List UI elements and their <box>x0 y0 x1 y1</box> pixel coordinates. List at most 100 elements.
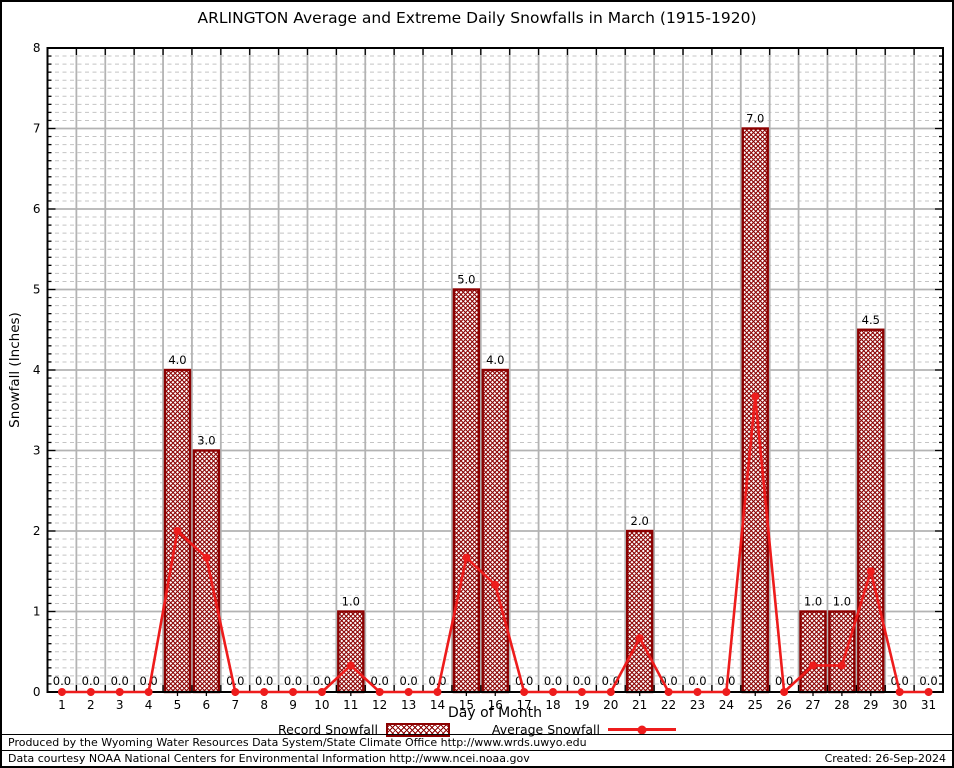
average-marker-day-10 <box>317 688 326 696</box>
average-marker-day-3 <box>115 688 124 696</box>
svg-text:6: 6 <box>33 202 41 216</box>
record-bar-day-5 <box>163 368 192 694</box>
svg-text:5: 5 <box>174 698 182 712</box>
svg-text:1.0: 1.0 <box>833 595 851 609</box>
svg-text:18: 18 <box>545 698 560 712</box>
gridlines-vertical <box>75 48 916 692</box>
record-bar-day-28 <box>828 610 856 694</box>
svg-text:0.0: 0.0 <box>399 674 417 688</box>
svg-text:13: 13 <box>401 698 416 712</box>
average-marker-day-2 <box>86 688 95 696</box>
svg-text:2.0: 2.0 <box>631 514 649 528</box>
record-bar-day-25 <box>741 127 769 694</box>
record-bar-day-15 <box>452 288 481 694</box>
average-marker-day-27 <box>809 661 818 670</box>
svg-text:21: 21 <box>632 698 647 712</box>
svg-text:4: 4 <box>145 698 153 712</box>
average-marker-day-18 <box>549 688 558 696</box>
svg-text:14: 14 <box>430 698 445 712</box>
svg-text:1.0: 1.0 <box>342 595 360 609</box>
record-bar-day-16 <box>481 368 509 694</box>
svg-text:22: 22 <box>661 698 676 712</box>
svg-text:6: 6 <box>203 698 211 712</box>
svg-text:9: 9 <box>289 698 297 712</box>
average-marker-day-29 <box>866 567 875 576</box>
svg-text:1: 1 <box>58 698 66 712</box>
svg-text:20: 20 <box>603 698 618 712</box>
svg-text:0.0: 0.0 <box>255 674 273 688</box>
average-marker-day-26 <box>780 688 789 696</box>
svg-text:31: 31 <box>921 698 936 712</box>
average-marker-day-21 <box>635 634 644 643</box>
average-marker-day-28 <box>837 661 846 670</box>
svg-text:0.0: 0.0 <box>139 674 157 688</box>
legend-item-record: Record Snowfall <box>278 722 450 737</box>
svg-text:0.0: 0.0 <box>428 674 446 688</box>
average-marker-day-8 <box>260 688 269 696</box>
average-marker-day-12 <box>375 688 384 696</box>
svg-text:1.0: 1.0 <box>804 595 822 609</box>
svg-text:0.0: 0.0 <box>688 674 706 688</box>
average-marker-day-13 <box>404 688 413 696</box>
footer-credit-noaa: Data courtesy NOAA National Centers for … <box>8 752 530 765</box>
svg-text:0.0: 0.0 <box>82 674 100 688</box>
svg-text:0.0: 0.0 <box>284 674 302 688</box>
svg-text:12: 12 <box>372 698 387 712</box>
svg-text:15: 15 <box>459 698 474 712</box>
average-marker-day-1 <box>57 688 66 696</box>
svg-text:0.0: 0.0 <box>371 674 389 688</box>
svg-text:4: 4 <box>33 363 41 377</box>
svg-text:0.0: 0.0 <box>111 674 129 688</box>
svg-text:7.0: 7.0 <box>746 112 764 126</box>
svg-text:28: 28 <box>834 698 849 712</box>
average-marker-day-22 <box>664 688 673 696</box>
record-bar-day-11 <box>337 610 365 694</box>
legend-record-label: Record Snowfall <box>278 722 378 737</box>
svg-text:3: 3 <box>116 698 124 712</box>
svg-text:7: 7 <box>231 698 239 712</box>
record-bar-day-6 <box>192 449 221 694</box>
created-date: Created: 26-Sep-2024 <box>824 752 946 765</box>
svg-text:8: 8 <box>260 698 268 712</box>
x-axis-title: Day of Month <box>448 705 542 721</box>
svg-text:7: 7 <box>33 122 41 136</box>
legend-item-average: Average Snowfall <box>492 722 676 737</box>
svg-text:25: 25 <box>748 698 763 712</box>
svg-text:29: 29 <box>863 698 878 712</box>
svg-text:0: 0 <box>33 685 41 699</box>
average-marker-day-14 <box>433 688 442 696</box>
svg-text:3.0: 3.0 <box>197 434 215 448</box>
record-snowfall-bars <box>163 127 885 694</box>
average-marker-day-9 <box>289 688 298 696</box>
svg-text:5: 5 <box>33 283 41 297</box>
average-marker-day-15 <box>462 553 471 562</box>
average-marker-day-23 <box>693 688 702 696</box>
svg-text:17: 17 <box>516 698 531 712</box>
average-snowfall-marker <box>637 725 647 734</box>
svg-text:5.0: 5.0 <box>457 273 475 287</box>
svg-text:1: 1 <box>33 605 41 619</box>
svg-text:0.0: 0.0 <box>544 674 562 688</box>
svg-text:0.0: 0.0 <box>226 674 244 688</box>
average-marker-day-31 <box>924 688 933 696</box>
svg-text:30: 30 <box>892 698 907 712</box>
average-marker-day-11 <box>346 661 355 670</box>
footer-row-2: Data courtesy NOAA National Centers for … <box>2 750 952 766</box>
average-marker-day-7 <box>231 688 240 696</box>
svg-text:0.0: 0.0 <box>891 674 909 688</box>
average-snowfall-line-sample <box>607 725 676 734</box>
average-marker-day-6 <box>202 553 211 562</box>
average-marker-day-30 <box>895 688 904 696</box>
average-marker-day-5 <box>173 527 182 535</box>
average-snowfall-line <box>57 392 933 696</box>
record-bar-day-29 <box>857 328 885 694</box>
average-marker-day-24 <box>722 688 731 696</box>
footer: Produced by the Wyoming Water Resources … <box>2 734 952 766</box>
svg-text:3: 3 <box>33 444 41 458</box>
record-bar-day-21 <box>625 529 654 694</box>
average-marker-day-17 <box>520 688 529 696</box>
average-marker-day-16 <box>491 580 500 589</box>
x-tick-labels: 1 2 3 4 5 6 7 8 9 10 11 12 13 14 15 16 17 18 19 20 21 22 23 24 2… <box>58 698 936 712</box>
